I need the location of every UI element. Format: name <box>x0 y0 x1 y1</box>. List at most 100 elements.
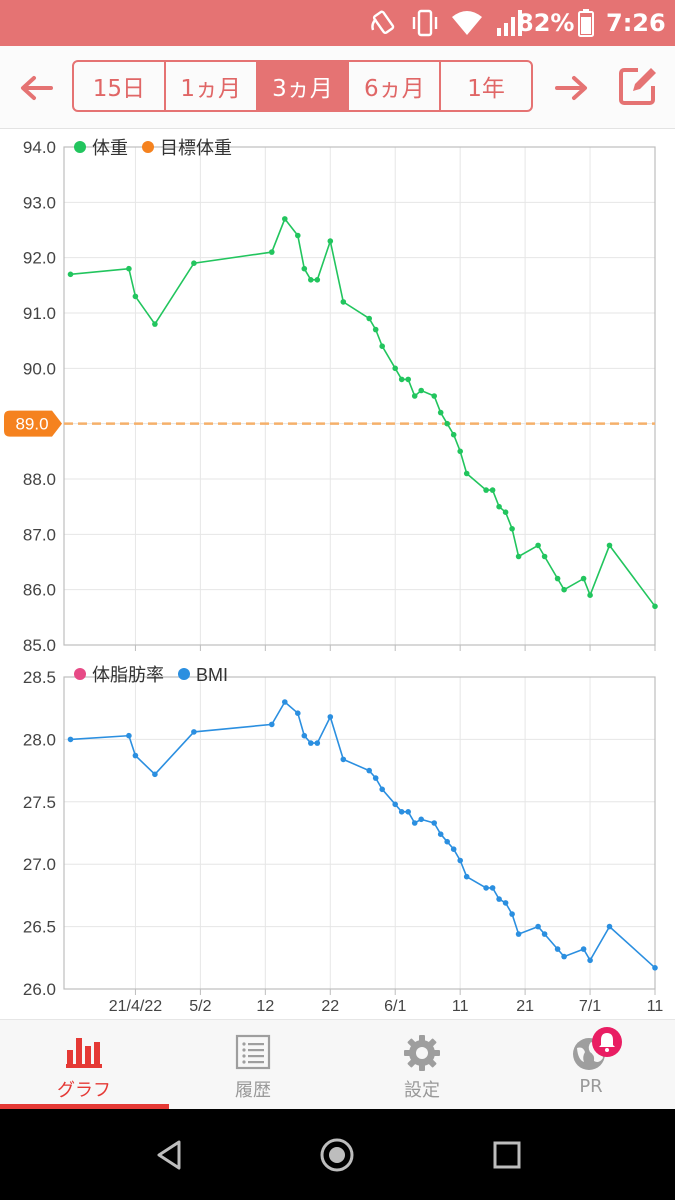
next-period-button[interactable] <box>552 68 592 108</box>
status-bar: 82% 7:26 <box>0 0 675 46</box>
header-bar: 15日 1ヵ月 3ヵ月 6ヵ月 1年 <box>0 46 675 129</box>
bmi-point <box>541 931 548 937</box>
bmi-point <box>372 775 379 781</box>
nav-tab-settings[interactable]: 設定 <box>338 1020 506 1110</box>
bmi-point <box>489 885 496 891</box>
recents-icon[interactable] <box>486 1134 528 1176</box>
bmi-point <box>411 820 418 826</box>
weight-point <box>282 216 288 222</box>
tab-1-month[interactable]: 1ヵ月 <box>166 62 258 110</box>
weight-point <box>392 365 399 372</box>
home-icon[interactable] <box>316 1134 358 1176</box>
edit-icon <box>619 68 656 105</box>
nav-tab-graph[interactable]: グラフ <box>0 1020 168 1110</box>
target-weight-line: 89.0 <box>4 410 655 437</box>
bmi-point <box>191 729 197 735</box>
y-tick-label: 91.0 <box>23 304 56 323</box>
weight-point <box>340 299 347 305</box>
nav-tab-settings-label: 設定 <box>404 1080 440 1101</box>
weight-y-ticks: 85.0 86.0 87.0 88.0 90.0 91.0 92.0 93.0 94.0 <box>23 138 56 655</box>
tab-1-year[interactable]: 1年 <box>467 76 505 102</box>
weight-point <box>580 575 587 582</box>
range-tabs: 15日 1ヵ月 3ヵ月 6ヵ月 1年 <box>72 60 533 112</box>
y-tick-label: 28.0 <box>23 730 56 749</box>
weight-point <box>502 509 509 515</box>
bmi-point <box>308 740 314 746</box>
weight-point <box>496 503 502 510</box>
bmi-point <box>561 953 567 960</box>
bmi-chart: 体脂肪率 BMI 26.0 26.5 27.0 27.5 28.0 28.5 21/4/2… <box>23 665 664 1015</box>
edit-button[interactable] <box>616 64 660 108</box>
weight-point <box>405 376 412 383</box>
weight-point <box>295 232 301 239</box>
x-tick-label: 22 <box>321 998 339 1015</box>
bmi-point <box>483 885 489 891</box>
bmi-line <box>70 700 656 969</box>
gear-icon <box>404 1035 440 1071</box>
wifi-icon <box>452 11 482 35</box>
bmi-point <box>431 820 438 826</box>
battery-icon <box>578 9 594 37</box>
weight-point <box>418 387 425 394</box>
x-tick-label: 12 <box>256 998 274 1015</box>
x-tick-label: 21/4/22 <box>109 998 162 1015</box>
weight-series <box>67 216 658 610</box>
legend-bodyfat-label: 体脂肪率 <box>92 665 164 685</box>
bmi-point <box>515 931 522 937</box>
x-tick-label: 21 <box>516 998 534 1015</box>
legend-target-label: 目標体重 <box>160 138 232 158</box>
weight-chart-grid <box>64 146 656 651</box>
x-axis-ticks: 21/4/22 5/2 12 22 6/1 11 21 7/1 11 <box>109 998 664 1015</box>
weight-point <box>463 470 470 477</box>
back-icon[interactable] <box>148 1134 190 1176</box>
tab-3-months[interactable]: 3ヵ月 <box>257 62 350 110</box>
bmi-point <box>327 714 334 720</box>
bmi-point <box>340 756 347 763</box>
bmi-point <box>67 736 74 743</box>
nav-tab-pr[interactable]: PR <box>507 1020 675 1110</box>
weight-point <box>483 487 489 493</box>
y-tick-label: 85.0 <box>23 636 56 655</box>
bell-icon <box>592 1027 622 1057</box>
weight-line <box>70 217 656 607</box>
nav-tab-history[interactable]: 履歴 <box>169 1020 337 1110</box>
battery-percentage: 82% <box>517 9 575 37</box>
bmi-chart-grid <box>64 676 656 995</box>
nav-tab-pr-label: PR <box>579 1076 603 1097</box>
weight-point <box>535 542 541 549</box>
y-tick-label: 28.5 <box>23 668 56 687</box>
weight-chart: 体重 目標体重 85.0 86.0 87.0 88.0 90.0 91.0 92.0 93.0… <box>4 138 658 655</box>
tab-15-days[interactable]: 15日 <box>74 62 166 110</box>
vibrate-icon <box>412 9 438 37</box>
prev-period-button[interactable] <box>16 68 56 108</box>
x-tick-label: 6/1 <box>384 998 406 1015</box>
y-tick-label: 93.0 <box>23 193 56 212</box>
bmi-chart-legend: 体脂肪率 BMI <box>74 665 228 685</box>
bmi-point <box>314 740 321 746</box>
bottom-nav: グラフ 履歴 設定 <box>0 1019 675 1110</box>
bmi-point <box>502 900 509 906</box>
tab-6-months[interactable]: 6ヵ月 <box>349 62 442 110</box>
list-icon <box>235 1034 271 1070</box>
weight-point <box>554 575 561 582</box>
target-badge <box>4 410 62 437</box>
weight-point <box>450 431 457 438</box>
x-tick-label: 5/2 <box>189 998 211 1015</box>
bmi-point <box>295 710 301 716</box>
weight-chart-legend: 体重 目標体重 <box>74 138 232 158</box>
y-tick-label: 92.0 <box>23 249 56 268</box>
bmi-point <box>444 838 451 845</box>
weight-point <box>126 265 132 272</box>
weight-point <box>489 487 496 493</box>
weight-point <box>314 277 321 283</box>
bmi-point <box>126 732 132 739</box>
bmi-point <box>366 767 373 774</box>
y-tick-label: 87.0 <box>23 525 56 544</box>
arrow-left-icon <box>21 76 53 100</box>
active-tab-indicator <box>0 1104 169 1110</box>
weight-point <box>431 393 438 399</box>
weight-point <box>411 393 418 399</box>
nfc-icon <box>371 10 395 35</box>
bmi-point <box>437 831 444 837</box>
legend-weight-dot <box>74 141 86 153</box>
